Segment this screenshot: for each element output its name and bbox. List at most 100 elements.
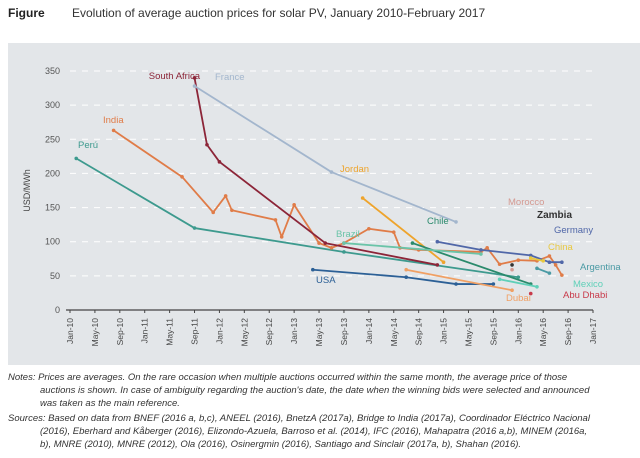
series-label: Argentina — [580, 262, 621, 273]
series-line-france — [194, 85, 457, 223]
data-point — [528, 256, 533, 260]
x-tick-label: Sep-16 — [563, 318, 573, 346]
data-point — [205, 142, 209, 147]
series-line-dubai — [406, 268, 513, 292]
data-point — [510, 263, 514, 267]
y-tick-label: 100 — [45, 237, 60, 247]
series-label: Zambia — [537, 210, 572, 221]
sources-line: (2016), Eberhard and Kåberger (2016), El… — [40, 426, 588, 437]
data-point — [180, 175, 184, 179]
data-point — [211, 210, 216, 215]
data-point — [535, 266, 539, 271]
series-label: Mexico — [573, 279, 603, 290]
data-point — [485, 246, 489, 250]
data-point — [279, 235, 284, 239]
data-point — [292, 203, 296, 207]
y-tick-label: 150 — [45, 203, 60, 213]
data-point — [360, 196, 365, 200]
data-point — [311, 267, 315, 272]
x-tick-label: May-16 — [538, 318, 548, 347]
sources-line: b), MNRE (2010), MNRE (2012), Ola (2016)… — [40, 439, 522, 450]
data-point — [342, 250, 346, 254]
data-point — [273, 218, 278, 222]
data-point — [541, 259, 545, 263]
data-point — [435, 263, 440, 267]
data-point — [74, 156, 79, 161]
sources-line: Sources: Based on data from BNEF (2016 a… — [8, 413, 590, 424]
series-label: Brazil — [336, 229, 360, 240]
series-label: France — [215, 72, 245, 83]
chart-panel — [8, 43, 640, 365]
data-point — [497, 277, 502, 282]
x-tick-label: May-10 — [90, 318, 100, 347]
data-point — [404, 275, 409, 280]
x-tick-label: Sep-13 — [339, 318, 349, 346]
data-point — [404, 267, 409, 272]
line-chart: 0 50 100 150 200 250 300 350 USD/MWh Jan-10 May-10… — [22, 66, 621, 347]
data-point — [516, 258, 521, 262]
data-point — [317, 241, 321, 245]
y-tick-label: 200 — [45, 168, 60, 178]
data-point — [547, 271, 552, 275]
x-tick-label: May-15 — [463, 318, 473, 347]
data-point — [491, 282, 496, 286]
data-point — [217, 160, 222, 164]
series-line-brazil — [343, 242, 482, 255]
y-tick-label: 50 — [50, 271, 60, 281]
data-point — [510, 267, 514, 272]
series-label: Abu Dhabi — [563, 290, 607, 301]
notes-line: Notes: Prices are averages. On the rare … — [8, 372, 568, 383]
series-label: Morocco — [508, 197, 544, 208]
x-tick-label: May-12 — [239, 318, 249, 347]
data-point — [441, 260, 446, 265]
data-point — [192, 226, 197, 230]
x-tick-label: May-11 — [165, 318, 175, 346]
data-point — [454, 220, 458, 224]
series-label: Jordan — [340, 164, 369, 175]
y-tick-label: 350 — [45, 66, 60, 76]
data-point — [528, 291, 533, 296]
data-point — [454, 282, 458, 286]
data-point — [329, 246, 334, 250]
x-tick-label: Sep-12 — [264, 318, 274, 346]
series-line-south-africa — [193, 77, 438, 266]
data-point — [547, 260, 552, 265]
series-label: India — [103, 115, 124, 126]
series-line-argentina — [536, 267, 550, 274]
series-label: USA — [316, 275, 336, 286]
data-point — [230, 208, 234, 213]
chart-title: Evolution of average auction prices for … — [72, 6, 486, 20]
sources: Sources: Based on data from BNEF (2016 a… — [8, 412, 633, 451]
x-tick-label: Jan-10 — [65, 318, 75, 344]
notes-line: auctions is shown. In case of ambiguity … — [40, 385, 590, 396]
notes-line: was taken as the main reference. — [40, 398, 180, 409]
data-point — [192, 84, 197, 88]
figure-label: Figure — [8, 6, 45, 20]
data-point — [391, 230, 396, 234]
series-line-perú — [75, 157, 519, 279]
series-line-india — [113, 129, 563, 276]
x-tick-label: May-14 — [389, 318, 399, 347]
x-tick-label: Jan-15 — [439, 318, 449, 344]
series-line-usa — [312, 268, 494, 285]
data-point — [547, 254, 552, 258]
x-tick-label: Jan-16 — [513, 318, 523, 344]
data-point — [192, 76, 197, 80]
series-label: South Africa — [149, 71, 201, 82]
y-axis-label: USD/MWh — [22, 169, 32, 212]
series-line-china — [530, 257, 544, 262]
series-label: Germany — [554, 225, 593, 236]
data-point — [111, 128, 116, 133]
notes: Notes: Prices are averages. On the rare … — [8, 371, 633, 410]
data-point — [342, 241, 346, 245]
series-label: China — [548, 242, 574, 253]
x-tick-label: Jan-13 — [289, 318, 299, 344]
data-point — [553, 263, 558, 267]
series-line-jordan — [362, 197, 445, 263]
data-point — [510, 288, 514, 292]
data-point — [560, 273, 564, 277]
series-label: Perú — [78, 140, 98, 151]
data-point — [535, 284, 539, 289]
y-tick-label: 250 — [45, 134, 60, 144]
data-point — [497, 262, 502, 267]
